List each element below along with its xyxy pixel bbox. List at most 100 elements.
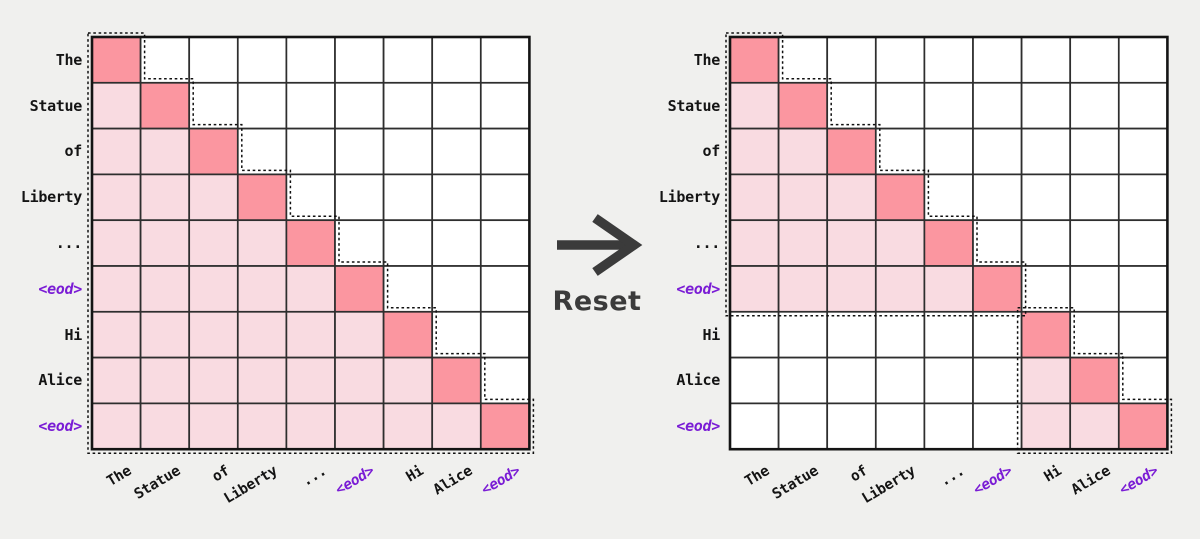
reset-mask-matrix: The Statue of Liberty... <eod> Hi Alice <eod> Th…: [659, 29, 1175, 507]
row-token-label: Alice: [676, 371, 720, 390]
row-token-label: of: [64, 142, 83, 161]
matrix-border: [90, 35, 531, 451]
mask-cell: [777, 173, 829, 222]
mask-cell: [188, 310, 239, 359]
mask-cell: [139, 402, 191, 451]
mask-cell: [91, 127, 142, 176]
mask-cell: [139, 265, 191, 313]
mask-cell: [972, 356, 1023, 405]
mask-cell: [923, 36, 974, 84]
mask-cell: [1117, 81, 1169, 130]
mask-cell: [729, 36, 780, 84]
mask-cell: [91, 81, 142, 130]
row-token-label: The: [693, 50, 721, 69]
mask-cell: [826, 127, 877, 176]
mask-cell: [431, 265, 482, 313]
mask-cell: [236, 265, 288, 313]
matrix-border: [728, 35, 1169, 451]
mask-cell: [188, 173, 239, 222]
mask-cell: [777, 219, 829, 267]
mask-cell: [1069, 310, 1120, 359]
mask-cell: [972, 36, 1023, 84]
mask-cell: [139, 310, 191, 359]
mask-grid: [87, 32, 535, 454]
mask-cell: [1069, 127, 1120, 176]
mask-cell: [236, 219, 288, 267]
mask-cell: [1020, 173, 1072, 222]
row-token-label: ...: [693, 234, 721, 253]
mask-cell: [1117, 265, 1169, 313]
mask-cell: [1069, 219, 1120, 267]
row-token-label: The: [55, 50, 83, 69]
mask-cell: [874, 81, 926, 130]
mask-cell: [285, 173, 336, 222]
row-token-label: Alice: [38, 371, 82, 390]
mask-cell: [236, 127, 288, 176]
mask-cell: [431, 173, 482, 222]
mask-cell: [285, 219, 336, 267]
mask-cell: [777, 127, 829, 176]
mask-cell: [1117, 36, 1169, 84]
mask-cell: [334, 402, 385, 451]
mask-cell: [479, 173, 531, 222]
mask-cell: [431, 36, 482, 84]
mask-cell: [334, 356, 385, 405]
mask-cell: [236, 36, 288, 84]
mask-cell: [972, 310, 1023, 359]
mask-cell: [139, 81, 191, 130]
mask-cell: [139, 356, 191, 405]
mask-cell: [188, 265, 239, 313]
mask-cell: [1069, 265, 1120, 313]
mask-cell: [91, 402, 142, 451]
mask-cell: [236, 81, 288, 130]
mask-cell: [334, 310, 385, 359]
mask-cell: [91, 356, 142, 405]
mask-cell: [285, 310, 336, 359]
mask-grid: [725, 32, 1173, 454]
mask-cell: [236, 356, 288, 405]
row-token-label: Hi: [702, 325, 721, 344]
mask-cell: [826, 356, 877, 405]
mask-cell: [139, 219, 191, 267]
mask-cell: [334, 173, 385, 222]
mask-cell: [431, 81, 482, 130]
mask-cell: [188, 36, 239, 84]
mask-cell: [382, 173, 434, 222]
mask-cell: [1117, 356, 1169, 405]
mask-cell: [777, 310, 829, 359]
mask-cell: [431, 127, 482, 176]
mask-cell: [479, 36, 531, 84]
mask-cell: [236, 402, 288, 451]
mask-cell: [1020, 310, 1072, 359]
mask-cell: [826, 81, 877, 130]
mask-cell: [972, 265, 1023, 313]
mask-cell: [479, 310, 531, 359]
row-token-label: <eod>: [38, 417, 82, 436]
row-token-label: <eod>: [676, 279, 720, 298]
mask-cell: [285, 127, 336, 176]
mask-cell: [91, 173, 142, 222]
mask-cell: [1117, 127, 1169, 176]
mask-cell: [1020, 127, 1072, 176]
mask-cell: [1069, 81, 1120, 130]
mask-cell: [826, 265, 877, 313]
mask-cell: [1069, 36, 1120, 84]
mask-cell: [1117, 310, 1169, 359]
mask-cell: [729, 173, 780, 222]
mask-cell: [236, 173, 288, 222]
document-outline: [1016, 307, 1173, 454]
mask-cell: [1117, 219, 1169, 267]
row-token-label: Statue: [667, 96, 721, 115]
mask-cell: [431, 310, 482, 359]
mask-cell: [972, 173, 1023, 222]
mask-cell: [729, 402, 780, 451]
row-token-label: <eod>: [676, 417, 720, 436]
mask-cell: [923, 81, 974, 130]
mask-cell: [91, 265, 142, 313]
mask-cell: [1020, 356, 1072, 405]
mask-cell: [777, 81, 829, 130]
mask-cell: [777, 402, 829, 451]
mask-cell: [1069, 356, 1120, 405]
mask-cell: [826, 219, 877, 267]
mask-cell: [285, 81, 336, 130]
